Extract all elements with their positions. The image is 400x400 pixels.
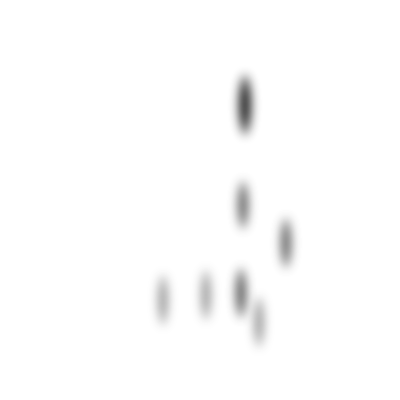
spot-middle — [237, 180, 249, 230]
spot-top — [238, 74, 252, 136]
spot-lower-right — [253, 296, 265, 348]
spot-lower-left — [157, 274, 169, 326]
spot-lower-center — [235, 267, 247, 319]
spot-lower-center-left — [200, 269, 212, 321]
spot-right — [280, 217, 292, 269]
